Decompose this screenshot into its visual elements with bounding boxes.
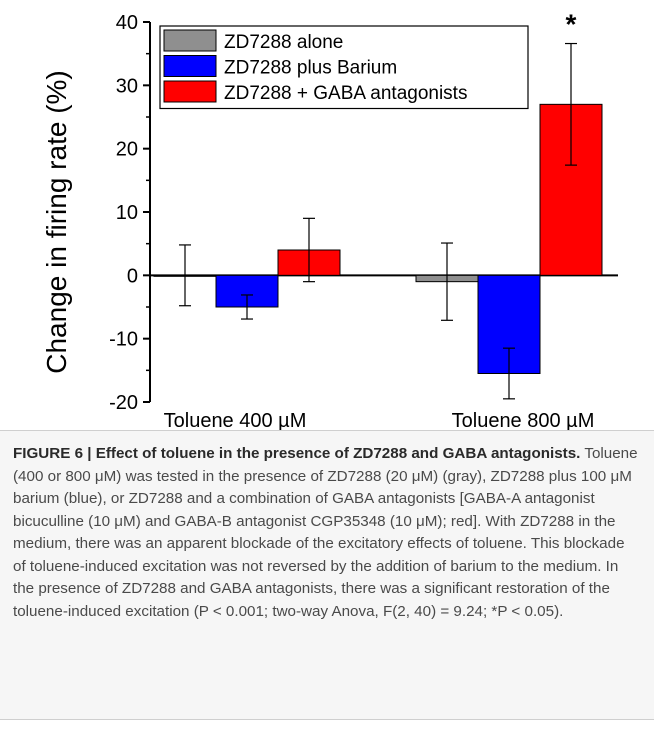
bar-chart: -20 -10 0 10 20 30 40 Toluene 400 µM Toluene 800… [41, 9, 618, 430]
legend-label: ZD7288 + GABA antagonists [224, 83, 467, 104]
legend-swatch [163, 80, 217, 103]
y-tick-label: 30 [116, 75, 138, 97]
legend-swatch [163, 29, 217, 52]
figure-caption: FIGURE 6 | Effect of toluene in the pres… [0, 430, 654, 720]
legend-swatch [163, 55, 217, 77]
caption-stats: (P < 0.001; two-way Anova, F(2, 40) = 9.… [193, 602, 564, 620]
x-category-label: Toluene 400 µM [164, 410, 307, 430]
y-tick-label: 0 [127, 265, 138, 287]
legend-box [159, 25, 529, 110]
y-tick-label: 10 [116, 202, 138, 224]
legend-label: ZD7288 plus Barium [224, 58, 397, 79]
y-tick-label: 20 [116, 139, 138, 161]
y-tick-label: -20 [109, 392, 138, 414]
plot-area: -20 -10 0 10 20 30 40 Toluene 400 µM Toluene 800… [109, 9, 618, 430]
x-category-label: Toluene 800 µM [452, 410, 595, 430]
caption-body: Toluene (400 or 800 μM) was tested in th… [13, 445, 638, 620]
y-tick-label: -10 [109, 329, 138, 351]
y-axis-label: Change in firing rate (%) [41, 70, 72, 373]
y-tick-label: 40 [116, 12, 138, 34]
significance-asterisk: * [566, 9, 577, 40]
legend-label: ZD7288 alone [224, 32, 343, 53]
caption-title: FIGURE 6 | Effect of toluene in the pres… [13, 445, 581, 462]
